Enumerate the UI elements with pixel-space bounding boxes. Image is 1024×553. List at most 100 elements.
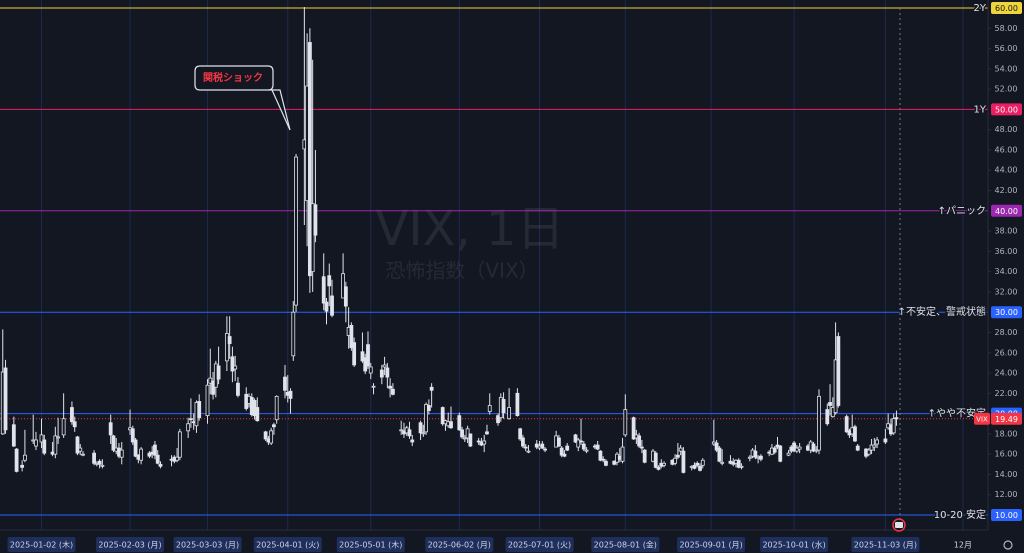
candle-body — [507, 407, 512, 420]
y-tick-label: 12.00 — [995, 490, 1018, 499]
candle-body — [72, 421, 77, 428]
level-name: ↑不安定、警戒状態 — [898, 305, 986, 318]
candle-body — [343, 286, 348, 307]
symbol-label: VIX — [976, 415, 988, 423]
candle-body — [736, 459, 741, 468]
x-tick-label: 2025-09-01 (月) — [679, 541, 742, 550]
candle-body — [662, 462, 666, 466]
y-tick-label: 14.00 — [995, 470, 1018, 479]
candle-body — [462, 437, 467, 440]
level-value-label: 40.00 — [995, 207, 1018, 216]
candle-body — [175, 456, 179, 461]
x-tick-box — [96, 537, 165, 552]
level-name: 2Y — [974, 3, 987, 14]
candle-body — [487, 405, 492, 412]
candle-body — [853, 426, 857, 442]
x-tick-label: 2025-02-03 (月) — [98, 541, 161, 550]
candle-body — [236, 382, 240, 396]
candle-body — [352, 342, 357, 366]
candle-body — [294, 156, 298, 306]
candle-body — [385, 367, 390, 378]
candle-body — [70, 407, 74, 423]
candle-body — [559, 447, 564, 456]
x-tick-box — [505, 537, 574, 552]
candle-body — [836, 336, 841, 406]
candle-body — [758, 455, 763, 460]
candle-body — [429, 386, 434, 391]
y-tick-label: 38.00 — [995, 227, 1018, 236]
level-value-label: 60.00 — [995, 4, 1018, 13]
candle-body — [637, 435, 642, 447]
candle-body — [623, 409, 628, 436]
candle-body — [869, 444, 874, 451]
candle-body — [675, 454, 680, 458]
candle-body — [595, 444, 600, 450]
y-tick-label: 28.00 — [995, 328, 1018, 337]
candle-body — [576, 439, 581, 448]
level-name: ↑パニック — [938, 205, 986, 217]
x-tick-box — [336, 537, 405, 552]
candle-body — [894, 417, 899, 420]
candle-body — [631, 417, 636, 440]
candle-body — [269, 430, 274, 444]
candle-body — [700, 459, 705, 466]
x-tick-label: 2025-10-01 (水) — [762, 540, 825, 550]
candle-body — [20, 464, 25, 468]
candle-body — [797, 446, 802, 450]
candle-body — [368, 366, 373, 374]
candle-body — [224, 333, 229, 362]
candle-body — [540, 443, 545, 449]
candle-body — [341, 273, 345, 299]
candle-body — [604, 460, 608, 466]
candle-body — [656, 466, 661, 470]
level-value-label: 50.00 — [995, 105, 1018, 114]
candle-body — [42, 439, 47, 454]
x-tick-label: 2025-08-01 (金) — [594, 540, 657, 550]
level-name: 1Y — [974, 104, 987, 115]
candle-body — [407, 429, 412, 437]
x-tick-box — [253, 537, 322, 552]
candle-body — [11, 424, 16, 447]
candle-body — [601, 458, 606, 461]
candle-body — [526, 450, 531, 453]
candle-body — [653, 452, 658, 468]
candle-body — [272, 424, 276, 428]
candle-body — [786, 452, 791, 456]
candle-body — [485, 431, 489, 435]
y-tick-label: 18.00 — [995, 429, 1018, 438]
candle-body — [288, 390, 293, 399]
y-tick-label: 36.00 — [995, 247, 1018, 256]
candle-body — [598, 450, 603, 461]
x-tick-box — [7, 537, 76, 552]
candle-body — [324, 301, 329, 312]
candle-body — [698, 465, 702, 471]
candle-body — [424, 404, 428, 433]
y-tick-label: 24.00 — [995, 369, 1018, 378]
candle-body — [139, 448, 144, 461]
candle-body — [673, 457, 678, 464]
candle-body — [449, 421, 453, 429]
settings-icon[interactable] — [1003, 540, 1013, 550]
candle-body — [534, 443, 539, 448]
candle-body — [100, 464, 105, 467]
candle-body — [153, 444, 157, 456]
candle-body — [307, 42, 312, 277]
candle-body — [92, 452, 96, 464]
y-tick-label: 32.00 — [995, 287, 1018, 296]
candle-body — [111, 435, 116, 451]
watermark-title: VIX, 1日 — [376, 201, 565, 257]
y-tick-label: 56.00 — [995, 44, 1018, 53]
candle-body — [53, 435, 58, 455]
candle-body — [78, 447, 83, 452]
candle-body — [521, 437, 525, 447]
candle-body — [720, 461, 725, 464]
candle-body — [291, 311, 296, 357]
level-value-label: 10.00 — [995, 511, 1018, 520]
candle-body — [56, 436, 61, 439]
callout — [194, 65, 291, 131]
candle-body — [230, 356, 235, 372]
candle-body — [620, 446, 625, 462]
